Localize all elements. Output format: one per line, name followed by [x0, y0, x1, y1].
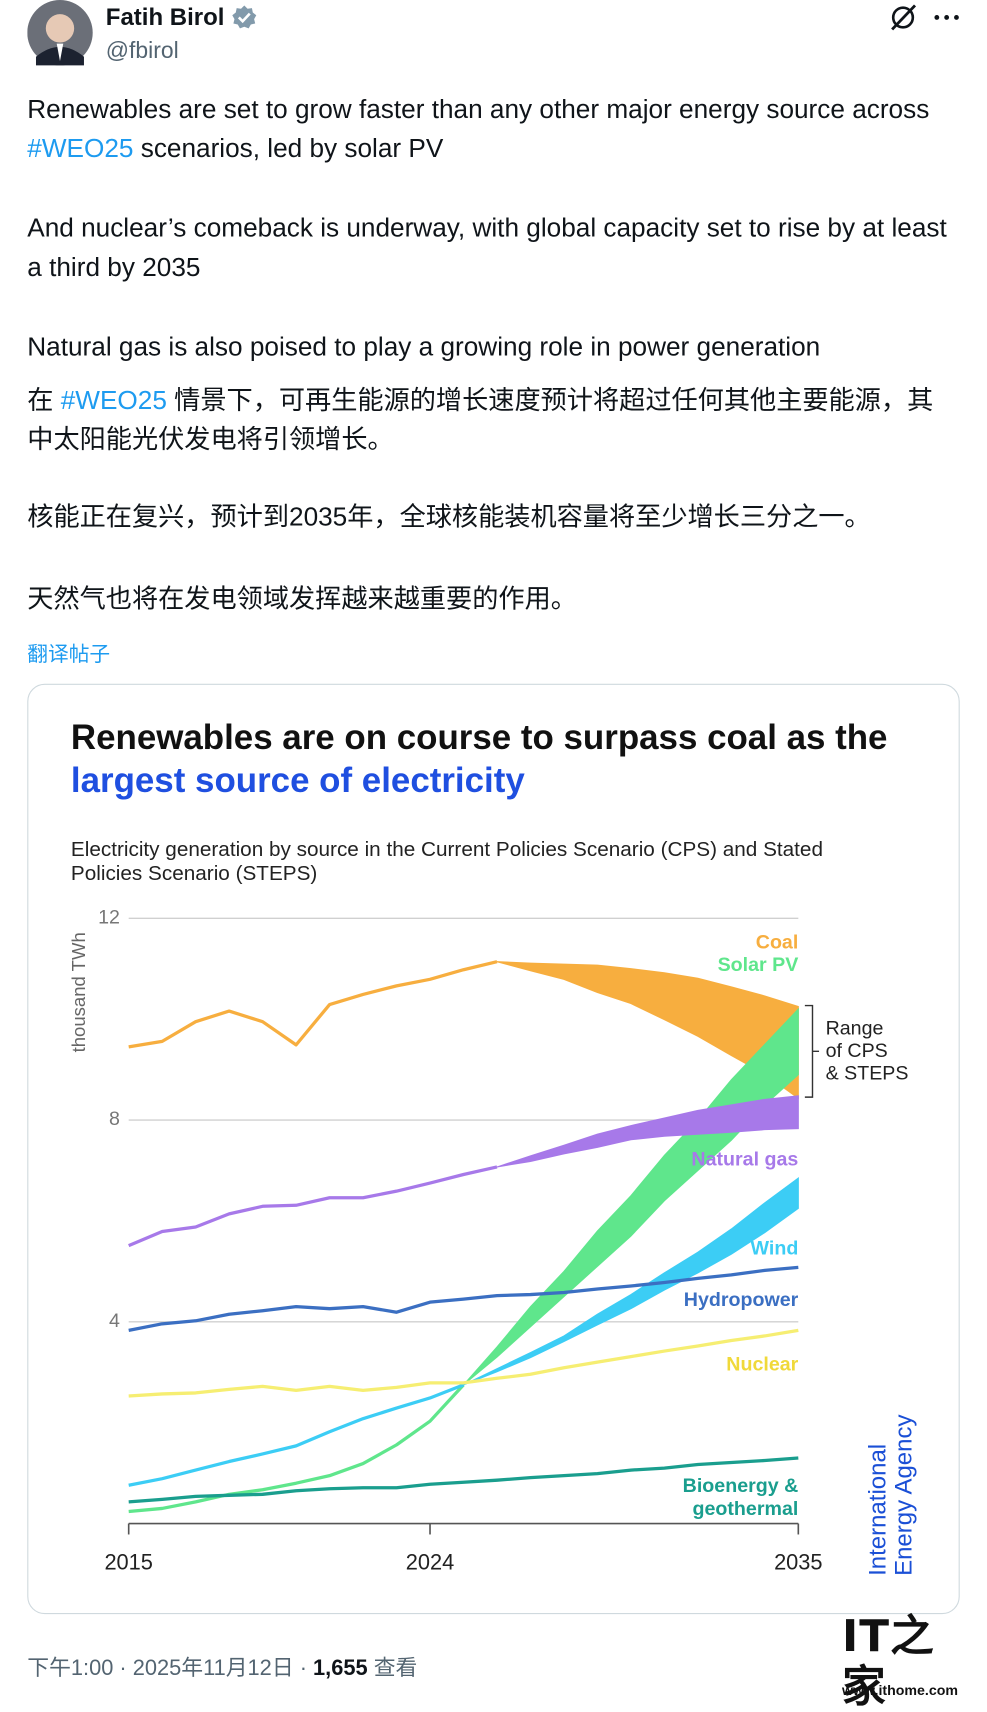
text-segment: scenarios, led by solar PV [133, 134, 444, 164]
range-bracket [804, 1004, 820, 1098]
author-handle[interactable]: @fbirol [105, 38, 179, 64]
series-label: Bioenergy & geothermal [682, 1474, 799, 1520]
range-band [463, 1007, 799, 1386]
paragraph: 天然气也将在发电领域发挥越来越重要的作用。 [27, 580, 954, 619]
annotation: Range [826, 1018, 884, 1040]
y-axis-label: thousand TWh [68, 932, 90, 1053]
paragraph: 在 #WEO25 情景下，可再生能源的增长速度预计将超过任何其他主要能源，其中太… [27, 382, 954, 461]
chart-subtitle: Electricity generation by source in the … [70, 838, 823, 886]
text-segment: Renewables are set to grow faster than a… [27, 94, 930, 125]
chart-title: Renewables are on course to surpass coal… [71, 717, 900, 802]
series-line [128, 1265, 799, 1332]
text-segment: 核能正在复兴，预计到2035年，全球核能装机容量将至少增长三分之一。 [27, 502, 871, 533]
series-label: Natural gas [691, 1147, 799, 1170]
verified-badge [232, 5, 257, 29]
x-tick-label: 2015 [104, 1550, 153, 1575]
series-line [128, 1383, 465, 1514]
chart-title-highlight: largest source of electricity [70, 760, 525, 800]
author-name[interactable]: Fatih Birol [105, 3, 225, 31]
range-band [496, 1095, 799, 1168]
annotation: & STEPS [826, 1062, 909, 1084]
translate-link[interactable]: 翻译帖子 [27, 643, 111, 667]
series-label: Nuclear [726, 1352, 799, 1375]
series-label: Hydropower [683, 1288, 799, 1311]
series-label: Solar PV [717, 953, 799, 976]
chart-title-text: Renewables are on course to surpass coal… [70, 717, 888, 757]
paragraph: Renewables are set to grow faster than a… [27, 91, 954, 170]
text-segment: 在 [27, 386, 61, 416]
range-band [463, 1176, 799, 1386]
series-line [128, 1328, 799, 1398]
paragraph: 核能正在复兴，预计到2035年，全球核能装机容量将至少增长三分之一。 [27, 498, 954, 537]
source-logo: International Energy Agency [863, 1414, 918, 1576]
text-segment: Natural gas is also poised to play a gro… [27, 332, 821, 363]
media-card[interactable] [27, 683, 960, 1615]
paragraph: And nuclear’s comeback is underway, with… [27, 209, 954, 288]
watermark-url: www.ithome.com [841, 1681, 959, 1699]
series-label: Wind [750, 1237, 799, 1260]
x-tick-label: 2024 [406, 1550, 455, 1575]
hashtag[interactable]: #WEO25 [27, 134, 134, 164]
series-line [128, 960, 498, 1049]
view-label: 查看 [373, 1656, 418, 1681]
post-time[interactable]: 下午1:00 [27, 1656, 114, 1681]
y-tick-label: 4 [109, 1310, 120, 1332]
avatar[interactable] [27, 0, 95, 68]
view-count: 1,655 [313, 1656, 368, 1681]
paragraph: Natural gas is also poised to play a gro… [27, 328, 954, 367]
series-label: Coal [755, 930, 799, 953]
text-segment: 天然气也将在发电领域发挥越来越重要的作用。 [27, 584, 577, 615]
grok-icon[interactable] [888, 2, 919, 33]
y-tick-label: 12 [98, 906, 120, 928]
text-segment: 情景下，可再生能源的增长速度预计将超过任何其他主要能源，其中太阳能光伏发电将引领… [27, 386, 934, 455]
series-line [128, 1456, 799, 1504]
post-meta: 下午1:00 · 2025年11月12日 · 1,655 查看 [27, 1650, 417, 1682]
text-segment: And nuclear’s comeback is underway, with… [27, 213, 947, 283]
annotation: of CPS [826, 1040, 888, 1062]
post-date[interactable]: 2025年11月12日 [132, 1656, 294, 1681]
series-line [128, 1383, 465, 1487]
watermark-logo: IT之家 [841, 1611, 935, 1712]
more-icon[interactable] [932, 9, 963, 26]
separator: · [299, 1656, 307, 1681]
hashtag[interactable]: #WEO25 [60, 386, 167, 416]
y-tick-label: 8 [109, 1108, 120, 1130]
separator: · [119, 1656, 127, 1681]
series-line [128, 1165, 498, 1248]
x-tick-label: 2035 [774, 1550, 823, 1575]
